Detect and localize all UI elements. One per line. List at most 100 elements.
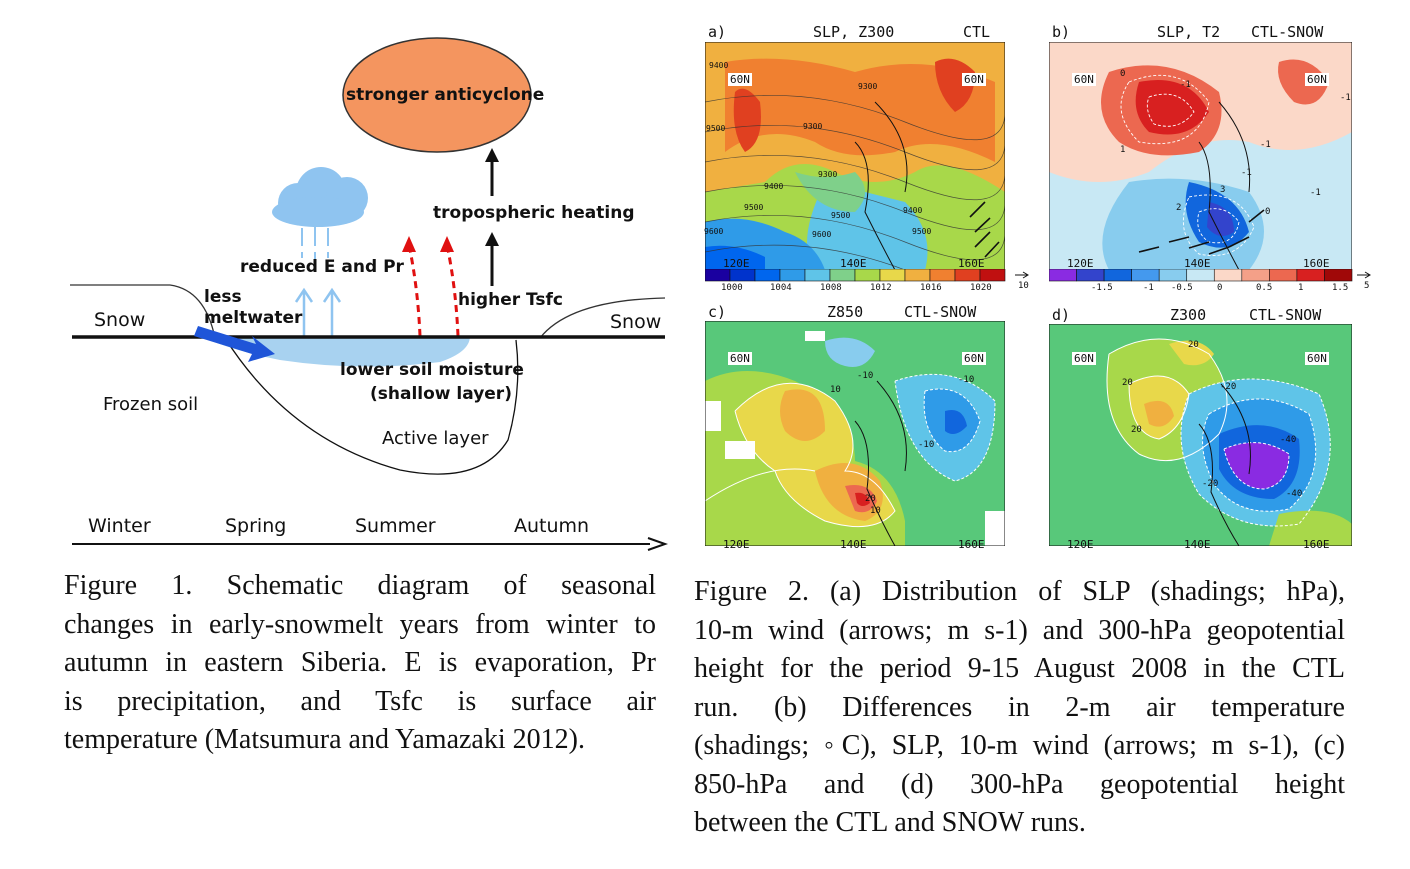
snow-right-label: Snow (610, 311, 662, 333)
panel-c-contour-label: -10 (857, 371, 874, 381)
panel-d-letter: d) (1052, 306, 1071, 324)
panel-a-lon-120: 120E (723, 257, 750, 270)
panel-c-contour-label: 10 (830, 385, 841, 395)
evaporation-arrows (294, 287, 342, 338)
colorbar-swatch (904, 269, 931, 282)
figure1-caption-line: temperature (Matsumura and Yamazaki 2012… (64, 724, 585, 755)
figure1: stronger anticyclone tropospheric heatin… (0, 0, 680, 560)
panel-b-lon-120: 120E (1067, 257, 1094, 270)
figure2-caption-line: between the CTL and SNOW runs. (694, 807, 1086, 838)
panel-b-contour-label: 0 (1265, 207, 1271, 217)
panel-a-contour-label: 9400 (903, 206, 923, 215)
panel-b-contour-label: 1 (1120, 145, 1126, 155)
panel-a-contour-label: 9300 (858, 82, 878, 91)
panel-a-run: CTL (963, 23, 991, 41)
colorbar-b-label: -0.5 (1171, 283, 1193, 293)
panel-a-lat-right: 60N (962, 73, 986, 86)
panel-c-lat-left: 60N (728, 352, 752, 365)
panel-b-lon-140: 140E (1184, 257, 1211, 270)
colorbar-swatch (1158, 269, 1188, 282)
panel-c-contour-label: -10 (958, 375, 975, 385)
panel-a-contour-label: 9500 (912, 227, 932, 236)
colorbar-swatch (1049, 269, 1077, 282)
panel-b-lon-160: 160E (1303, 257, 1330, 270)
panel-a-lon-160: 160E (958, 257, 985, 270)
colorbar-swatch (729, 269, 756, 282)
colorbar-b-label: -1 (1143, 283, 1154, 293)
meltwater-arrow (194, 326, 275, 362)
panel-d-contour-label: -20 (1220, 382, 1237, 392)
colorbar-b-label: 1 (1298, 283, 1304, 293)
figure1-caption-line: is precipitation, and Tsfc is surface ai… (64, 685, 656, 717)
colorbar-swatch (1241, 269, 1270, 282)
panel-d-contour-label: -40 (1286, 489, 1303, 499)
panel-c-map (705, 321, 1005, 546)
panel-c-title: Z850 (827, 303, 864, 321)
colorbar-b (1049, 269, 1371, 282)
panel-c-contour-label: 20 (865, 494, 876, 504)
shallow-layer-label: (shallow layer) (370, 384, 512, 404)
panel-b-lat-left: 60N (1072, 73, 1096, 86)
season-summer: Summer (355, 515, 436, 537)
colorbar-swatch (1103, 269, 1132, 282)
panel-d-contour-label: -20 (1202, 479, 1219, 489)
figure1-caption-line: autumn in eastern Siberia. E is evaporat… (64, 647, 656, 678)
panel-a-contour-label: 9300 (803, 122, 823, 131)
colorbar-b-label: -1.5 (1091, 283, 1113, 293)
colorbar-a-label: 1020 (970, 283, 992, 293)
colorbar-a-label: 1004 (770, 283, 792, 293)
panel-a-contour-label: 9400 (764, 182, 784, 191)
snow-right-curve (539, 297, 666, 339)
figure1-caption: Figure 1. Schematic diagram of seasonal … (64, 567, 656, 760)
figure1-caption-line: changes in early-snowmelt years from win… (64, 608, 656, 640)
lower-soil-moisture-label: lower soil moisture (340, 360, 524, 380)
colorbar-a (705, 269, 1029, 282)
panel-b-contour-label: -1 (1260, 140, 1271, 150)
colorbar-b-label: 0 (1217, 283, 1223, 293)
panel-c-lon-160: 160E (958, 538, 985, 551)
colorbar-a-label: 1000 (721, 283, 743, 293)
figure2: a) SLP, Z300 CTL 60N 60N 9400 9300 9500 … (700, 15, 1400, 560)
panel-a-map (705, 42, 1005, 270)
figure2-caption-line: height for the period 9-15 August 2008 i… (694, 653, 1345, 684)
colorbar-swatch (1269, 269, 1298, 282)
panel-c-lat-right: 60N (962, 352, 986, 365)
figure2-caption-line: run. (b) Differences in 2-m air temperat… (694, 691, 1345, 723)
snow-left-curve (70, 284, 216, 339)
panel-c-lon-120: 120E (723, 538, 750, 551)
season-spring: Spring (225, 515, 287, 537)
soil-moisture-pool (200, 336, 470, 367)
panel-a-contour-label: 9500 (744, 203, 764, 212)
colorbar-swatch (879, 269, 906, 282)
higher-tsfc-label: higher Tsfc (458, 290, 563, 310)
panel-b-run: CTL-SNOW (1251, 23, 1324, 41)
active-layer-curve (224, 337, 519, 475)
colorbar-swatch (929, 269, 956, 282)
colorbar-b-label: 1.5 (1332, 283, 1349, 293)
colorbar-swatch (779, 269, 806, 282)
tropospheric-heating-label: tropospheric heating (433, 203, 635, 223)
figure2-caption-line: (shadings; ◦C), SLP, 10-m wind (arrows; … (694, 730, 1345, 761)
colorbar-swatch (1213, 269, 1243, 282)
panel-b-contour-label: -1 (1180, 80, 1191, 90)
figure2-caption-line: 10-m wind (arrows; m s-1) and 300-hPa ge… (694, 614, 1345, 646)
figure2-caption-line: 850-hPa and (d) 300-hPa geopotential hei… (694, 768, 1345, 800)
panel-a-contour-label: 9500 (831, 211, 851, 220)
colorbar-swatch (1296, 269, 1325, 282)
colorbar-a-label: 1012 (870, 283, 892, 293)
panel-d-lon-160: 160E (1303, 538, 1330, 551)
colorbar-swatch (1076, 269, 1105, 282)
reduced-e-pr-label: reduced E and Pr (240, 257, 404, 277)
panel-b-contour-label: -1 (1241, 168, 1252, 178)
panel-a-contour-label: 9600 (704, 227, 724, 236)
colorbar-swatch (854, 269, 881, 282)
panel-b-map (1049, 42, 1352, 270)
rain-lines (301, 226, 329, 260)
figure1-schematic (70, 37, 669, 551)
panel-b-contour-label: 2 (1176, 203, 1182, 213)
panel-d-lon-120: 120E (1067, 538, 1094, 551)
cloud-icon (272, 167, 368, 227)
figure1-caption-line: Figure 1. Schematic diagram of seasonal (64, 570, 656, 601)
colorbar-swatch (954, 269, 981, 282)
panel-a-letter: a) (708, 23, 727, 41)
